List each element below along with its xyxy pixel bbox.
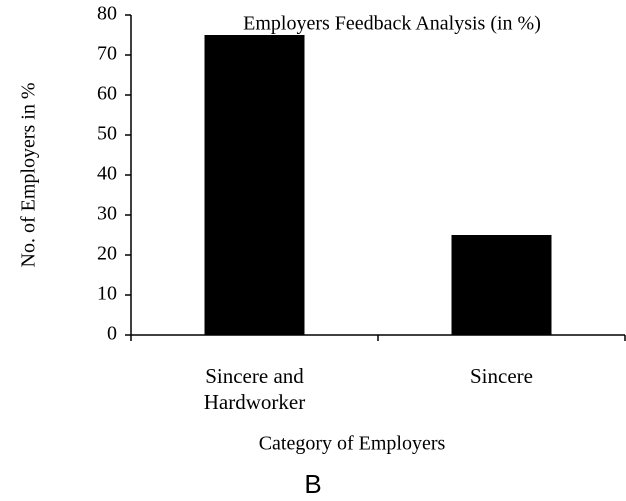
y-tick-label: 0 [107,323,117,345]
bar [204,35,305,335]
x-axis-label: Category of Employers [259,433,446,455]
y-axis-label: No. of Employers in % [18,83,40,268]
y-tick-label: 60 [97,83,117,105]
x-tick-label: Sincere [470,364,533,388]
y-tick-label: 10 [97,283,117,305]
y-tick-label: 20 [97,243,117,265]
chart-title: Employers Feedback Analysis (in %) [243,13,541,35]
y-tick-label: 40 [97,163,117,185]
bar [451,235,552,335]
y-tick-label: 70 [97,43,117,65]
panel-label: B [304,469,321,499]
y-tick-label: 50 [97,123,117,145]
x-tick-label: Sincere and Hardworker [203,364,306,414]
y-tick-label: 80 [97,3,117,25]
y-tick-label: 30 [97,203,117,225]
